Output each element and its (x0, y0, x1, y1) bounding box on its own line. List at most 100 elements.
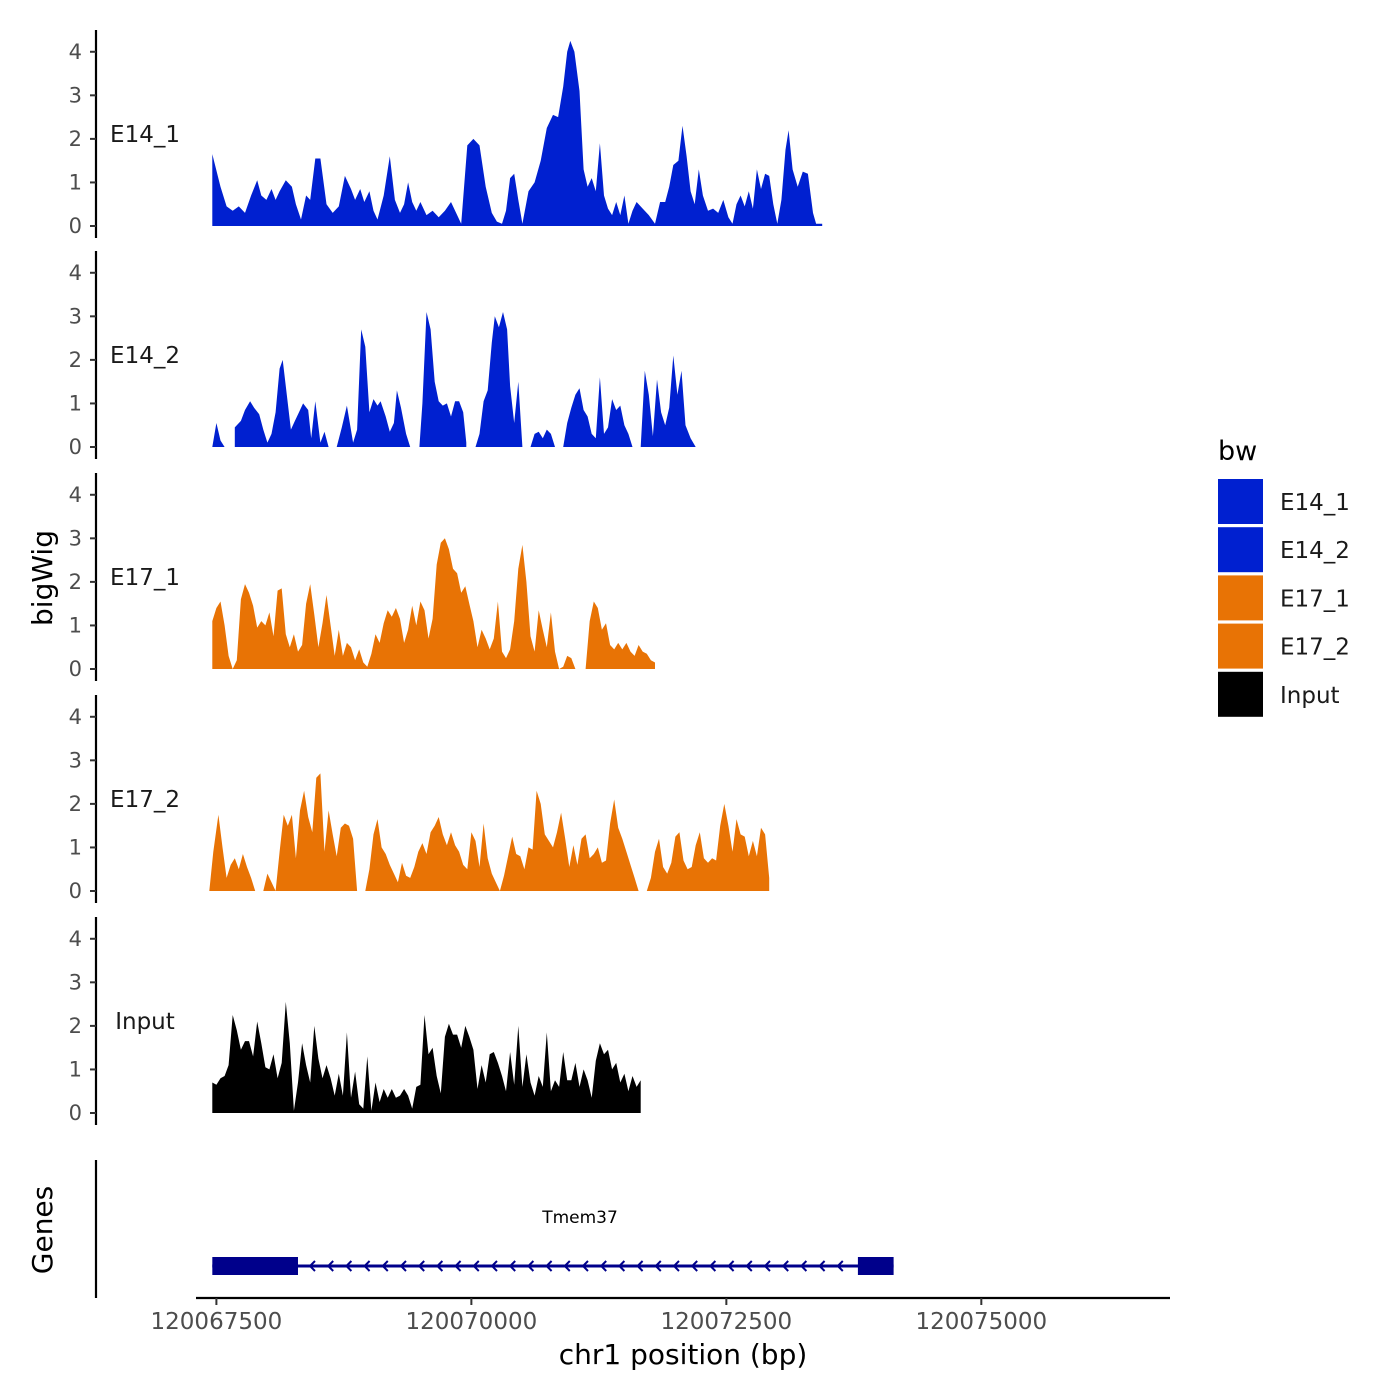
coverage-area-E14_2 (234, 359, 329, 447)
y-tick-label: 4 (69, 927, 82, 951)
legend-label-E14_2: E14_2 (1280, 538, 1350, 564)
coverage-area-Input (212, 1001, 641, 1113)
strand-arrow (708, 1260, 717, 1272)
panel-label-E17_1: E17_1 (110, 565, 180, 591)
y-tick-label: 1 (69, 170, 82, 194)
gene-label: Tmem37 (541, 1208, 618, 1228)
track-E14_1: 0 1 2 3 4 E14_1 (69, 30, 823, 238)
y-tick-label: 0 (69, 1101, 82, 1125)
legend-swatch-E14_2 (1218, 527, 1263, 573)
y-tick-label: 1 (69, 613, 82, 637)
track-E17_2: 0 1 2 3 4 E17_2 (69, 695, 770, 903)
coverage-area-E17_2 (263, 773, 358, 891)
y-tick-label: 0 (69, 879, 82, 903)
y-tick-label: 0 (69, 435, 82, 459)
track-E14_2: 0 1 2 3 4 E14_2 (69, 251, 696, 459)
y-tick-label: 4 (69, 261, 82, 285)
y-tick-label: 3 (69, 526, 82, 550)
coverage-area-E14_2 (530, 429, 555, 447)
y-tick-label: 3 (69, 304, 82, 328)
strand-arrow (344, 1260, 353, 1272)
panel-label-E14_1: E14_1 (110, 122, 180, 148)
strand-arrow (654, 1260, 662, 1272)
strand-arrow (836, 1260, 844, 1272)
legend-swatch-E17_2 (1218, 623, 1263, 669)
coverage-area-E14_1 (212, 40, 823, 227)
legend: bw E14_1 E14_2 E17_1 E17_2 Input (1218, 436, 1350, 717)
legend-swatch-Input (1218, 671, 1263, 717)
strand-arrow (581, 1260, 589, 1272)
strand-arrow (526, 1260, 535, 1272)
gene-exon (857, 1257, 894, 1275)
coverage-area-E17_1 (212, 538, 576, 669)
x-axis: 120067500 120070000 120072500 120075000 (151, 1296, 1170, 1335)
y-tick-label: 4 (69, 40, 82, 64)
y-tick-label: 3 (69, 83, 82, 107)
coverage-area-E17_2 (209, 814, 256, 891)
strand-arrow (435, 1260, 444, 1272)
x-tick-label: 120070000 (406, 1309, 538, 1335)
y-tick-label: 4 (69, 705, 82, 729)
strand-arrow (399, 1260, 407, 1272)
x-axis-title: chr1 position (bp) (559, 1338, 808, 1371)
y-axis-title: bigWig (26, 530, 59, 626)
coverage-area-E14_2 (419, 312, 467, 447)
coverage-area-E14_2 (640, 355, 696, 447)
y-tick-label: 3 (69, 970, 82, 994)
legend-label-Input: Input (1280, 683, 1340, 709)
panel-label-E17_2: E17_2 (110, 787, 180, 813)
strand-arrow (818, 1260, 826, 1272)
strand-arrow (745, 1260, 753, 1272)
strand-arrow (454, 1260, 462, 1272)
genes-panel: Tmem37 (94, 1160, 894, 1298)
strand-arrow (781, 1260, 789, 1272)
legend-label-E14_1: E14_1 (1280, 490, 1350, 516)
strand-arrow (472, 1260, 480, 1272)
strand-arrow (636, 1260, 644, 1272)
coverage-area-E17_1 (585, 601, 655, 669)
strand-arrow (381, 1260, 389, 1272)
strand-arrow (363, 1260, 371, 1272)
coverage-area-E14_2 (212, 423, 225, 447)
legend-title: bw (1218, 436, 1257, 467)
strand-arrow (690, 1260, 698, 1272)
strand-arrow (417, 1260, 425, 1272)
x-tick-label: 120072500 (660, 1309, 792, 1335)
y-tick-label: 4 (69, 483, 82, 507)
strand-arrow (545, 1260, 553, 1272)
legend-label-E17_2: E17_2 (1280, 635, 1350, 661)
coverage-area-E17_2 (646, 803, 770, 891)
x-tick-label: 120067500 (151, 1309, 283, 1335)
gene-Tmem37: Tmem37 (212, 1208, 894, 1275)
y-tick-label: 2 (69, 1014, 82, 1038)
coverage-area-E14_2 (563, 377, 633, 447)
y-tick-label: 0 (69, 214, 82, 238)
gene-exon (212, 1257, 298, 1275)
coverage-area-E14_2 (475, 312, 523, 447)
panel-label-Input: Input (115, 1009, 175, 1035)
strand-arrow (763, 1260, 771, 1272)
strand-arrow (326, 1260, 334, 1272)
strand-arrow (727, 1260, 735, 1272)
genes-axis-title: Genes (26, 1186, 59, 1274)
y-tick-label: 1 (69, 1057, 82, 1081)
y-tick-label: 2 (69, 570, 82, 594)
strand-arrow (490, 1260, 498, 1272)
track-E17_1: 0 1 2 3 4 E17_1 (69, 473, 655, 681)
y-tick-label: 2 (69, 348, 82, 372)
strand-arrow (799, 1260, 808, 1272)
legend-swatch-E17_1 (1218, 575, 1263, 621)
strand-arrow (672, 1260, 680, 1272)
y-tick-label: 2 (69, 792, 82, 816)
track-Input: 0 1 2 3 4 Input (69, 917, 641, 1125)
legend-swatch-E14_1 (1218, 479, 1263, 524)
x-tick-label: 120075000 (915, 1309, 1047, 1335)
y-tick-label: 3 (69, 748, 82, 772)
strand-arrow (563, 1260, 571, 1272)
legend-label-E17_1: E17_1 (1280, 586, 1350, 612)
strand-arrow (599, 1260, 607, 1272)
y-tick-label: 2 (69, 127, 82, 151)
strand-arrow (508, 1260, 516, 1272)
y-tick-label: 0 (69, 657, 82, 681)
